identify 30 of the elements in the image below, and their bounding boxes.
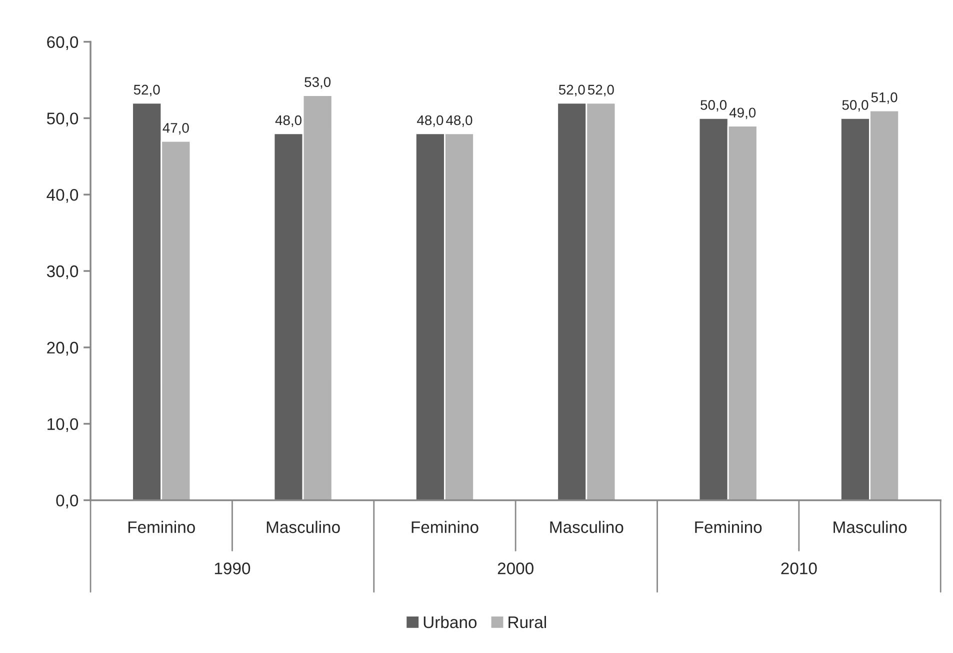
data-label: 48,0 bbox=[446, 115, 472, 127]
data-label: 52,0 bbox=[588, 84, 614, 96]
data-label: 48,0 bbox=[275, 115, 302, 127]
x-tick-label: Feminino bbox=[128, 520, 195, 534]
x-tick-label: Feminino bbox=[412, 520, 478, 534]
y-tick-label: 20,0 bbox=[47, 342, 78, 356]
y-tick-label: 50,0 bbox=[46, 112, 78, 126]
y-tick-label: 40,0 bbox=[46, 188, 78, 203]
data-label: 49,0 bbox=[729, 108, 756, 120]
y-tick-label: 0,0 bbox=[56, 494, 78, 508]
text: 2010 bbox=[781, 562, 817, 574]
text: 1990 bbox=[214, 562, 250, 574]
data-label: 52,0 bbox=[558, 84, 585, 96]
data-label: 50,0 bbox=[700, 100, 727, 112]
data-label: 48,0 bbox=[417, 115, 444, 127]
legend-label: Urbano bbox=[424, 616, 477, 628]
y-tick-label: 10,0 bbox=[48, 418, 78, 432]
y-tick-label: 30,0 bbox=[46, 265, 78, 280]
data-label: 47,0 bbox=[162, 122, 189, 134]
legend-label: Rural bbox=[508, 616, 546, 628]
x-tick-label: Feminino bbox=[695, 520, 762, 534]
y-tick-label: 60,0 bbox=[47, 36, 78, 50]
x-tick-label: Masculino bbox=[550, 520, 624, 534]
text: 2000 bbox=[498, 562, 534, 574]
data-label: 50,0 bbox=[842, 100, 868, 112]
data-label: 53,0 bbox=[304, 77, 331, 89]
x-tick-label: Masculino bbox=[834, 520, 907, 534]
data-label: 51,0 bbox=[871, 92, 898, 104]
data-label: 52,0 bbox=[134, 84, 160, 96]
x-tick-label: Masculino bbox=[266, 520, 340, 534]
